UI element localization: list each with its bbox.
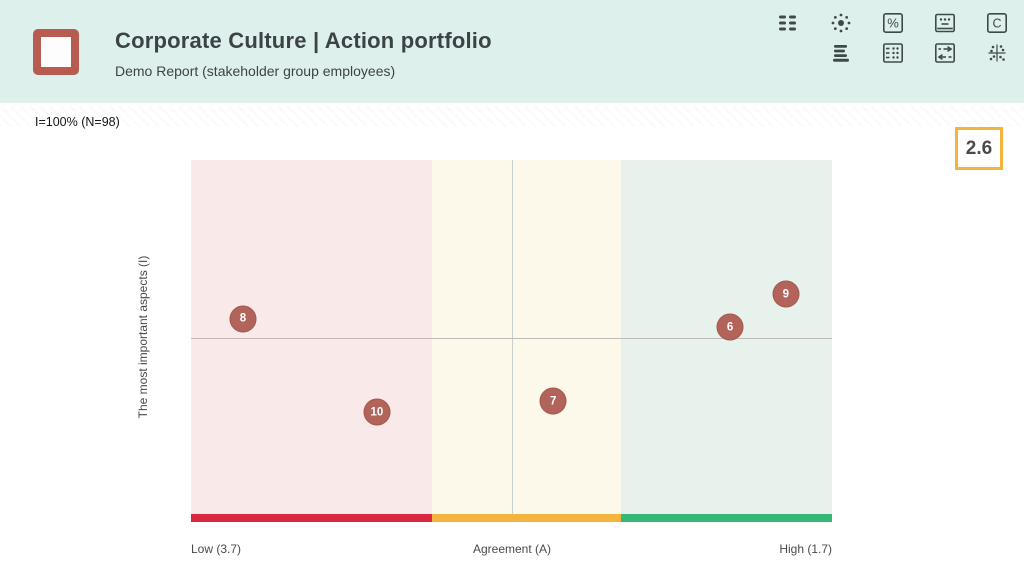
header-bar: Corporate Culture | Action portfolio Dem… bbox=[0, 0, 1024, 103]
quadrant-zone-mid bbox=[432, 160, 622, 514]
axis-strip-high bbox=[621, 514, 832, 522]
swap-arrows-icon[interactable] bbox=[933, 41, 957, 65]
x-axis-tick-low: Low (3.7) bbox=[191, 542, 242, 556]
page-title: Corporate Culture | Action portfolio bbox=[115, 28, 492, 53]
x-axis-label: Agreement (A) bbox=[472, 542, 552, 556]
sun-icon[interactable] bbox=[829, 11, 853, 35]
app-logo bbox=[33, 29, 79, 75]
sample-info-label: I=100% (N=98) bbox=[35, 115, 120, 129]
data-point-6[interactable]: 6 bbox=[716, 313, 744, 341]
data-point-8[interactable]: 8 bbox=[229, 305, 257, 333]
presentation-icon[interactable] bbox=[933, 11, 957, 35]
c-icon[interactable]: C bbox=[985, 11, 1009, 35]
axis-strip-low bbox=[191, 514, 433, 522]
y-axis-label: The most important aspects (I) bbox=[136, 255, 150, 419]
score-badge: 2.6 bbox=[955, 127, 1003, 170]
vertical-gridline bbox=[512, 160, 514, 514]
page-subtitle: Demo Report (stakeholder group employees… bbox=[115, 63, 396, 79]
y-axis: The most important aspects (I) bbox=[128, 160, 158, 514]
matrix-icon[interactable] bbox=[881, 41, 905, 65]
watermark-band bbox=[0, 106, 1024, 127]
axis-strip-mid bbox=[432, 514, 622, 522]
scatter-icon[interactable] bbox=[985, 41, 1009, 65]
bar-chart-icon[interactable] bbox=[829, 41, 853, 65]
plot-area: 8 10 7 6 9 bbox=[191, 160, 832, 522]
quadrant-zone-low bbox=[191, 160, 433, 514]
data-point-10[interactable]: 10 bbox=[363, 398, 391, 426]
data-point-7[interactable]: 7 bbox=[539, 387, 567, 415]
x-axis-tick-high: High (1.7) bbox=[779, 542, 832, 556]
segments-icon[interactable] bbox=[776, 11, 800, 35]
horizontal-gridline bbox=[191, 338, 832, 340]
percent-icon[interactable]: % bbox=[881, 11, 905, 35]
svg-text:%: % bbox=[887, 16, 899, 31]
data-point-9[interactable]: 9 bbox=[772, 280, 800, 308]
svg-text:C: C bbox=[992, 16, 1001, 30]
